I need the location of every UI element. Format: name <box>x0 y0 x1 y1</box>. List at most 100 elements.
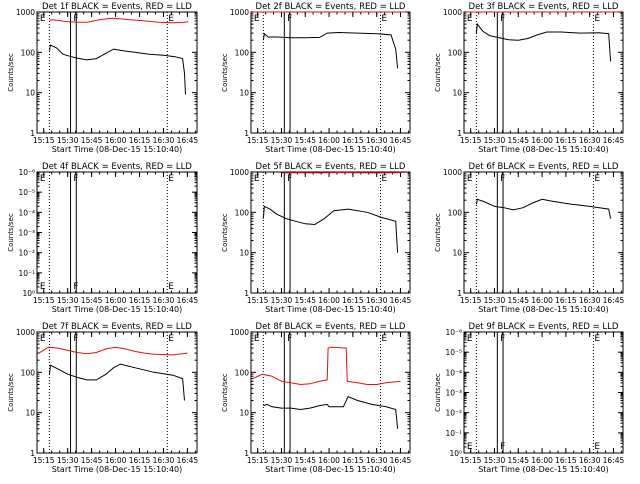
x-axis-label: Start Time (08-Dec-15 15:10:40) <box>478 145 609 154</box>
x-tick-label: 15:15 <box>247 456 269 465</box>
y-tick-label: 100 <box>448 208 463 217</box>
x-tick-label: 16:45 <box>390 456 412 465</box>
x-tick-label: 16:45 <box>603 136 625 145</box>
x-tick-label: 16:15 <box>129 296 151 305</box>
panel-title: Det 3f BLACK = Events, RED = LLD <box>469 2 619 12</box>
x-axis-label: Start Time (08-Dec-15 15:10:40) <box>265 465 396 474</box>
x-tick-label: 16:30 <box>153 456 175 465</box>
x-tick-label: 15:30 <box>57 456 79 465</box>
x-tick-label: 16:15 <box>342 456 364 465</box>
y-tick-label: 1 <box>30 129 35 138</box>
x-tick-label: 16:00 <box>318 296 340 305</box>
y-tick-label: 10⁻³ <box>18 229 35 238</box>
event-marker-label: E <box>254 334 260 344</box>
y-tick-label: 10⁻⁵ <box>445 348 462 357</box>
x-axis-label: Start Time (08-Dec-15 15:10:40) <box>52 145 183 154</box>
x-tick-label: 15:45 <box>507 456 529 465</box>
y-tick-label: 10⁻³ <box>445 389 462 398</box>
y-tick-label: 1 <box>244 449 249 458</box>
event-marker-label: E <box>40 14 46 24</box>
panel-title: Det 7f BLACK = Events, RED = LLD <box>42 322 192 332</box>
x-tick-label: 15:45 <box>507 296 529 305</box>
x-axis-label: Start Time (08-Dec-15 15:10:40) <box>52 465 183 474</box>
x-tick-label: 15:45 <box>81 136 103 145</box>
y-tick-label: 1 <box>457 129 462 138</box>
x-tick-label: 16:00 <box>318 136 340 145</box>
series-line-black <box>49 363 185 401</box>
event-marker-label: E <box>381 174 387 184</box>
y-axis-label: Counts/sec <box>434 213 442 252</box>
series-line-black <box>263 395 399 429</box>
plot-frame <box>250 171 411 294</box>
y-axis-label: Counts/sec <box>221 373 229 412</box>
plot-frame <box>250 331 411 454</box>
x-tick-label: 15:30 <box>484 136 506 145</box>
event-marker-label: F <box>500 14 505 24</box>
y-axis-label: Counts/sec <box>7 213 15 252</box>
x-tick-label: 16:00 <box>105 296 127 305</box>
series-line-black <box>262 205 399 253</box>
x-tick-label: 15:30 <box>271 136 293 145</box>
plot-frame <box>463 331 624 454</box>
series-line-red <box>38 346 188 356</box>
x-tick-label: 15:45 <box>507 136 529 145</box>
x-tick-label: 16:45 <box>603 456 625 465</box>
y-tick-label: 1 <box>457 289 462 298</box>
x-tick-label: 16:30 <box>579 296 601 305</box>
y-axis-label: Counts/sec <box>221 213 229 252</box>
event-marker-label: E <box>40 334 46 344</box>
x-tick-label: 16:30 <box>579 456 601 465</box>
event-marker-label: F <box>500 442 505 452</box>
x-tick-label: 15:30 <box>57 136 79 145</box>
plot-frame <box>36 331 198 454</box>
series-line-black <box>475 198 612 219</box>
detector-panel-3: Det 3f BLACK = Events, RED = LLD 1 10 100 10… <box>434 2 625 154</box>
x-tick-label: 15:45 <box>81 456 103 465</box>
x-tick-label: 15:45 <box>294 456 316 465</box>
y-axis-label: Counts/sec <box>434 53 442 92</box>
event-marker-label: E <box>467 334 473 344</box>
x-tick-label: 15:15 <box>460 136 482 145</box>
y-tick-label: 10 <box>452 89 462 98</box>
x-tick-label: 15:30 <box>484 296 506 305</box>
plot-frame <box>36 171 198 294</box>
event-marker-label: E <box>381 334 387 344</box>
x-tick-label: 16:00 <box>531 136 553 145</box>
y-tick-label: 10⁻⁴ <box>445 368 462 377</box>
y-axis-label: Counts/sec <box>434 373 442 412</box>
y-tick-label: 10⁻² <box>18 249 35 258</box>
y-tick-label: 1 <box>30 449 35 458</box>
x-tick-label: 16:30 <box>153 136 175 145</box>
detector-panel-9: Det 9f BLACK = Events, RED = LLD 10⁰ 10⁻¹ 1… <box>434 322 625 474</box>
x-tick-label: 16:30 <box>153 296 175 305</box>
event-marker-label: F <box>73 14 78 24</box>
x-tick-label: 16:15 <box>555 456 577 465</box>
series-line-black <box>262 31 399 69</box>
y-tick-label: 1000 <box>230 328 249 337</box>
detector-panel-1: Det 1f BLACK = Events, RED = LLD 1 10 100 10… <box>7 2 198 154</box>
x-tick-label: 16:00 <box>531 456 553 465</box>
y-axis-label: Counts/sec <box>221 53 229 92</box>
detector-panel-2: Det 2f BLACK = Events, RED = LLD 1 10 100 10… <box>221 2 412 154</box>
y-tick-label: 1000 <box>230 8 249 17</box>
x-tick-label: 15:15 <box>247 136 269 145</box>
event-marker-label: E <box>594 14 600 24</box>
x-axis-label: Start Time (08-Dec-15 15:10:40) <box>265 145 396 154</box>
y-tick-label: 10⁻⁴ <box>18 208 35 217</box>
y-tick-label: 1000 <box>16 328 35 337</box>
series-line-black <box>49 44 186 95</box>
x-tick-label: 15:15 <box>460 296 482 305</box>
y-axis-label: Counts/sec <box>7 53 15 92</box>
event-marker-label: E <box>254 14 260 24</box>
x-tick-label: 16:45 <box>177 296 199 305</box>
x-tick-label: 16:45 <box>177 456 199 465</box>
x-tick-label: 16:15 <box>342 136 364 145</box>
series-line-red <box>49 17 189 24</box>
y-tick-label: 100 <box>448 48 463 57</box>
x-tick-label: 15:15 <box>33 136 55 145</box>
x-tick-label: 15:45 <box>294 136 316 145</box>
event-marker-label: E <box>594 334 600 344</box>
plot-frame <box>36 11 198 134</box>
